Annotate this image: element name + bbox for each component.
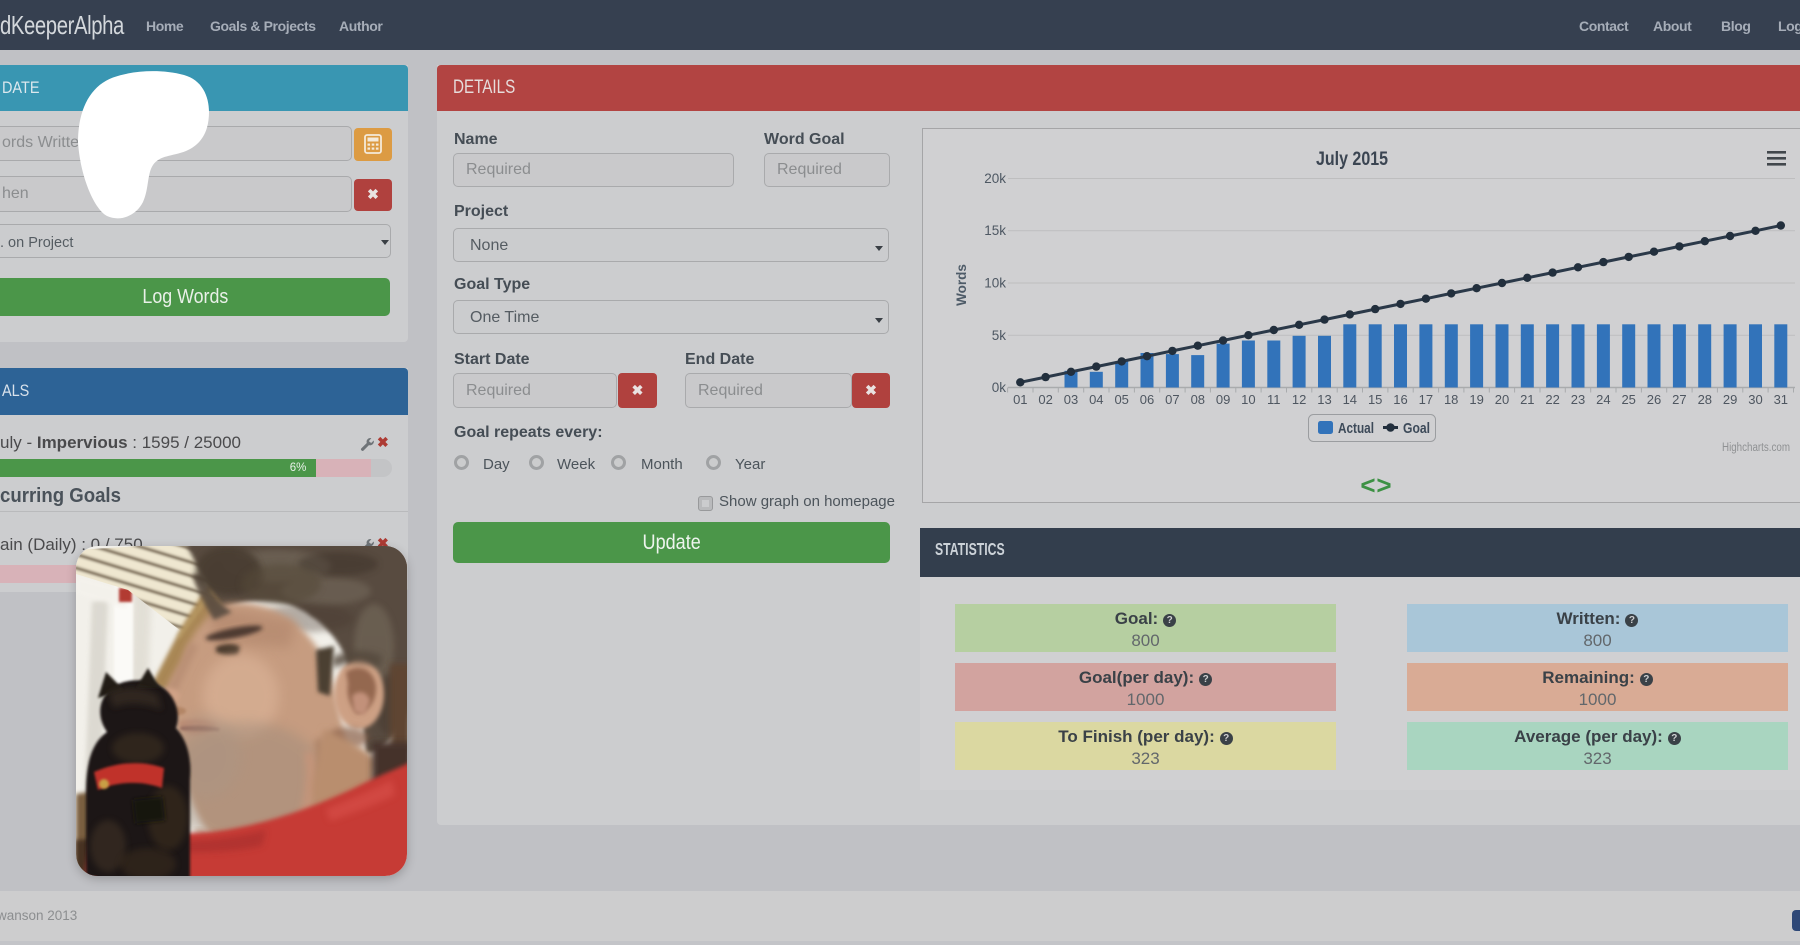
svg-text:21: 21 [1520,392,1534,407]
svg-text:<: < [1360,470,1375,500]
svg-text:15k: 15k [984,223,1006,238]
svg-text:26: 26 [1647,392,1661,407]
svg-text:03: 03 [1064,392,1078,407]
svg-text:Actual: Actual [1338,420,1374,437]
svg-text:09: 09 [1216,392,1230,407]
svg-text:31: 31 [1774,392,1788,407]
svg-text:Goal: Goal [1403,420,1430,437]
svg-text:02: 02 [1038,392,1052,407]
svg-text:20: 20 [1495,392,1509,407]
svg-text:08: 08 [1191,392,1205,407]
svg-text:15: 15 [1368,392,1382,407]
svg-text:Words: Words [954,264,969,306]
svg-text:29: 29 [1723,392,1737,407]
svg-text:10k: 10k [984,276,1006,291]
svg-text:16: 16 [1393,392,1407,407]
svg-text:11: 11 [1267,392,1281,407]
svg-text:12: 12 [1292,392,1306,407]
svg-text:10: 10 [1241,392,1255,407]
svg-text:5k: 5k [992,328,1007,343]
svg-text:Highcharts.com: Highcharts.com [1722,442,1790,454]
svg-text:24: 24 [1596,392,1610,407]
svg-text:28: 28 [1698,392,1712,407]
svg-text:>: > [1376,470,1391,500]
svg-text:20k: 20k [984,171,1006,186]
svg-text:06: 06 [1140,392,1154,407]
svg-text:13: 13 [1317,392,1331,407]
svg-text:04: 04 [1089,392,1103,407]
svg-text:22: 22 [1545,392,1559,407]
svg-text:07: 07 [1165,392,1179,407]
svg-text:17: 17 [1419,392,1433,407]
svg-text:30: 30 [1748,392,1762,407]
svg-text:27: 27 [1672,392,1686,407]
svg-text:23: 23 [1571,392,1585,407]
svg-text:0k: 0k [992,380,1007,395]
svg-text:25: 25 [1621,392,1635,407]
svg-text:01: 01 [1013,392,1027,407]
svg-text:18: 18 [1444,392,1458,407]
svg-text:19: 19 [1469,392,1483,407]
svg-text:05: 05 [1114,392,1128,407]
svg-text:July 2015: July 2015 [1316,148,1388,170]
svg-text:14: 14 [1343,392,1357,407]
